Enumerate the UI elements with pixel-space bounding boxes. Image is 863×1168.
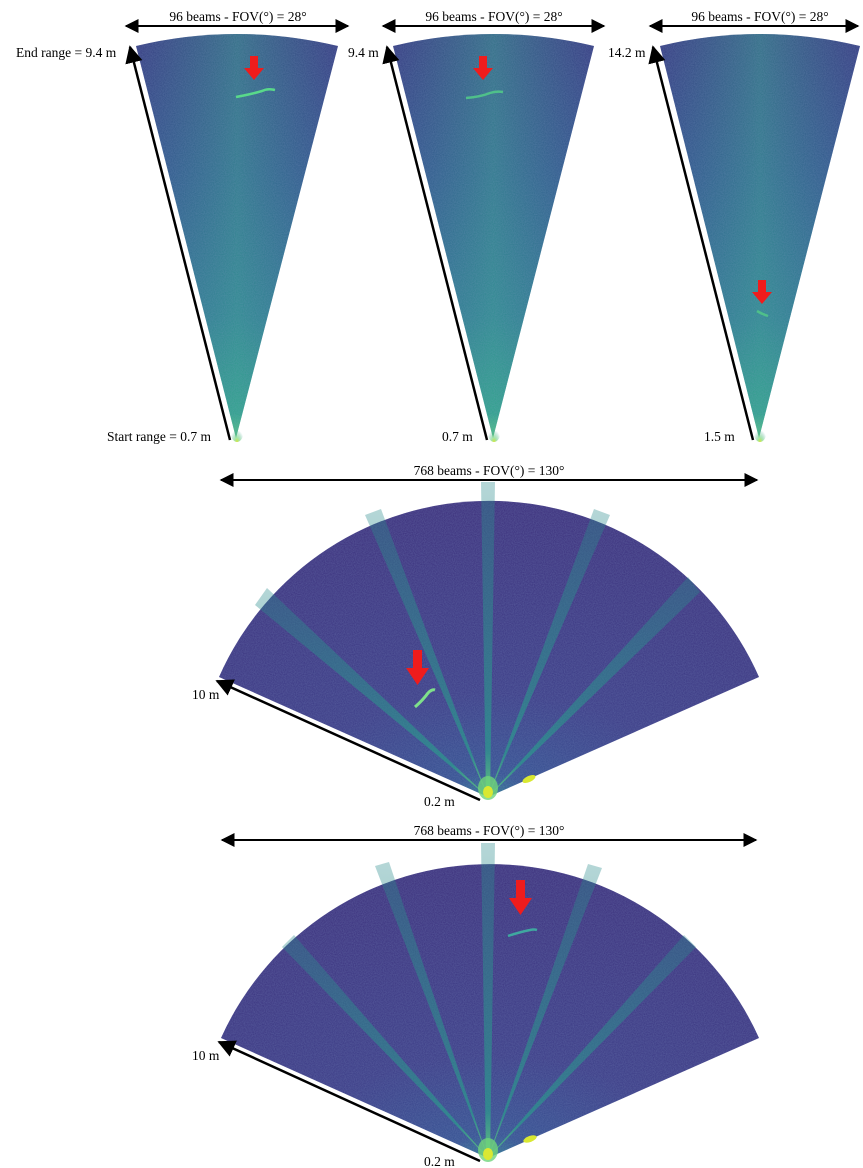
range-arrow-panel-4 — [215, 679, 481, 802]
end-range-label-panel-2: 9.4 m — [348, 45, 379, 60]
start-range-label-panel-5: 0.2 m — [424, 1154, 455, 1168]
red-arrow-panel-4 — [406, 650, 429, 685]
panel-2: 96 beams - FOV(°) = 28° 9.4 m 0.7 m — [348, 9, 606, 444]
panel-3: 96 beams - FOV(°) = 28° 14.2 m 1.5 m — [608, 9, 860, 444]
end-range-label-panel-4: 10 m — [192, 687, 220, 702]
fov-label-panel-2: 96 beams - FOV(°) = 28° — [425, 9, 562, 24]
end-range-label-panel-3: 14.2 m — [608, 45, 646, 60]
red-arrow-panel-5 — [509, 880, 532, 915]
start-range-label-panel-2: 0.7 m — [442, 429, 473, 444]
target-echo-panel-3 — [756, 309, 769, 318]
target-echo-panel-1 — [235, 87, 276, 99]
panel-5: 768 beams - FOV(°) = 130° 10 m 0.2 m — [192, 823, 759, 1168]
target-echo-panel-2 — [465, 90, 504, 100]
fov-label-panel-5: 768 beams - FOV(°) = 130° — [414, 823, 565, 838]
range-arrow-panel-1 — [125, 45, 232, 441]
beam-streaks-panel-5 — [282, 843, 696, 1158]
range-arrow-panel-2 — [382, 45, 489, 441]
beam-streaks-panel-4 — [255, 482, 700, 797]
red-arrow-panel-1 — [244, 56, 264, 80]
end-range-label-panel-1: End range = 9.4 m — [16, 45, 117, 60]
panel-4: 768 beams - FOV(°) = 130° 10 m 0.2 m — [192, 463, 759, 809]
start-range-label-panel-1: Start range = 0.7 m — [107, 429, 211, 444]
fov-label-panel-4: 768 beams - FOV(°) = 130° — [414, 463, 565, 478]
range-arrow-panel-5 — [217, 1040, 481, 1163]
start-range-label-panel-4: 0.2 m — [424, 794, 455, 809]
fov-label-panel-1: 96 beams - FOV(°) = 28° — [169, 9, 306, 24]
target-echo-panel-4 — [414, 688, 436, 709]
range-arrow-panel-3 — [648, 45, 755, 441]
red-arrow-panel-3 — [752, 280, 772, 304]
panel-1: 96 beams - FOV(°) = 28° End range = 9.4 … — [16, 9, 350, 444]
fov-label-panel-3: 96 beams - FOV(°) = 28° — [691, 9, 828, 24]
start-range-label-panel-3: 1.5 m — [704, 429, 735, 444]
red-arrow-panel-2 — [473, 56, 493, 80]
target-echo-panel-5 — [507, 928, 538, 938]
end-range-label-panel-5: 10 m — [192, 1048, 220, 1063]
